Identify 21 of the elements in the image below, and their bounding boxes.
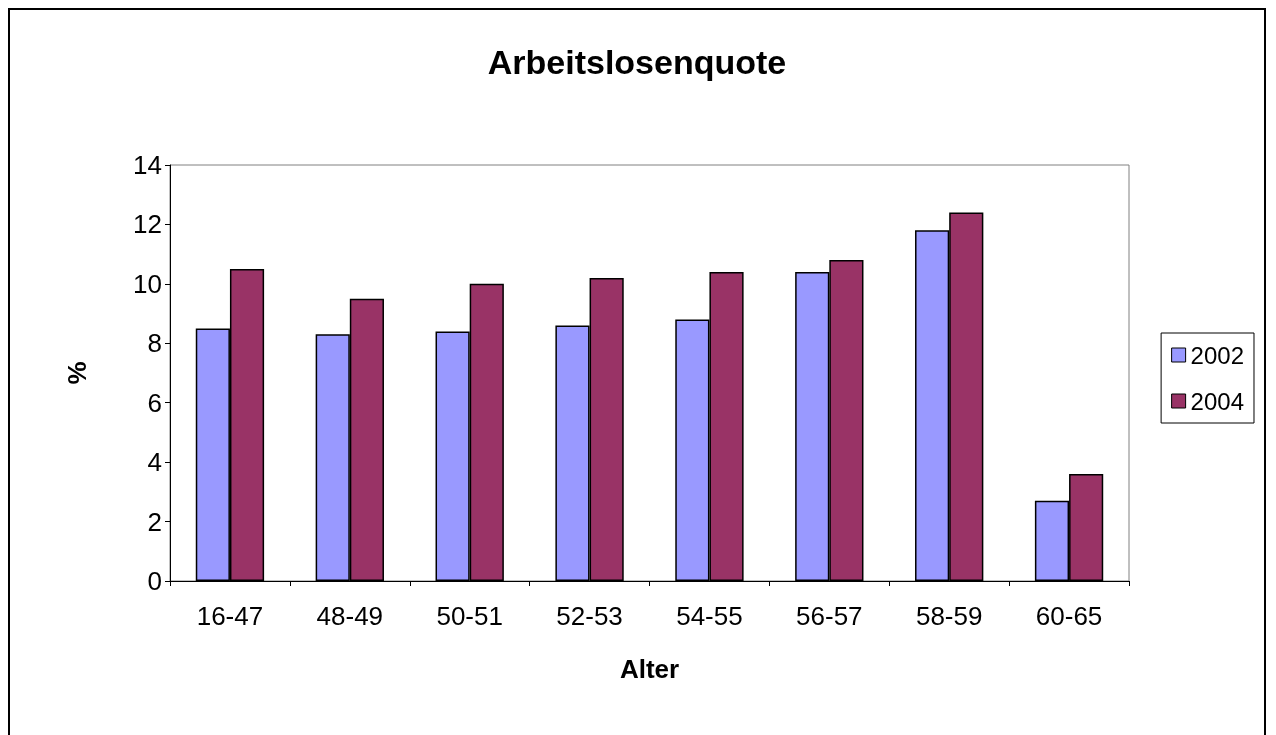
x-tick-label: 56-57: [796, 601, 863, 631]
y-tick-label: 6: [147, 387, 162, 418]
y-tick-label: 14: [133, 150, 162, 180]
y-tick-label: 0: [147, 566, 162, 596]
x-tick-label: 48-49: [316, 601, 384, 631]
x-axis-title: Alter: [619, 654, 680, 684]
y-tick-label: 10: [133, 268, 162, 299]
x-tick-label: 60-65: [1035, 601, 1103, 631]
legend-label: 2004: [1190, 387, 1244, 415]
x-tick-label: 16-47: [196, 601, 264, 631]
x-tick-label: 50-51: [436, 601, 503, 631]
y-axis-title: %: [62, 361, 92, 385]
x-tick-label: 58-59: [915, 601, 983, 631]
y-tick-label: 8: [147, 328, 162, 359]
x-tick-label: 54-55: [676, 601, 743, 631]
legend-label: 2002: [1190, 341, 1244, 369]
y-tick-label: 4: [147, 447, 162, 478]
y-tick-label: 2: [147, 506, 162, 537]
y-tick-label: 12: [133, 209, 162, 240]
x-tick-label: 52-53: [556, 601, 623, 631]
chart-title: Arbeitslosenquote: [487, 43, 787, 81]
